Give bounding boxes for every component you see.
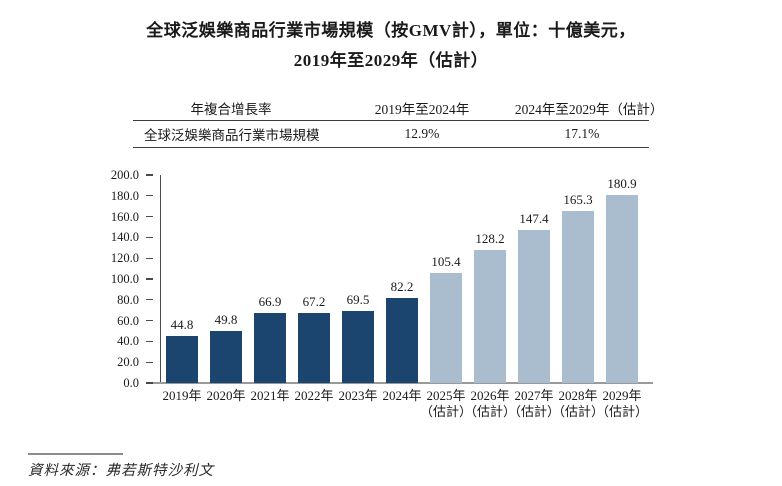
bar-value-label: 66.9	[258, 294, 282, 310]
plot-area: 200.0 180.0 160.0 140.0 120.0 100.0 80.0 60.0 40…	[111, 169, 653, 419]
bar-value-label: 128.2	[475, 230, 505, 246]
title-line-2: 2019年至2029年（估計）	[293, 51, 489, 70]
y-tick-label: 80.0	[117, 292, 139, 307]
x-axis-label: 2026年 （估計）	[461, 388, 519, 420]
bar-value-label: 67.2	[302, 294, 326, 310]
y-tick-label: 0.0	[123, 376, 139, 390]
x-axis-label-year: 2019年	[162, 388, 202, 403]
bar	[430, 273, 462, 383]
x-axis-label: 2021年	[241, 388, 299, 404]
y-tick-label: 40.0	[117, 334, 139, 349]
bar-value-label: 49.8	[214, 312, 238, 328]
bar-value-label: 44.8	[170, 317, 194, 333]
source-note: 資料來源：弗若斯特沙利文	[28, 463, 214, 479]
page-title: 全球泛娛樂商品行業市場規模（按GMV計），單位：十億美元， 2019年至2029…	[0, 16, 782, 76]
x-axis-label-year: 2029年	[602, 388, 642, 403]
bar	[518, 229, 550, 383]
x-axis-label-year: 2025年	[426, 388, 466, 403]
y-tick-label: 20.0	[117, 355, 139, 370]
y-tick	[146, 215, 153, 218]
y-tick	[146, 319, 153, 322]
x-axis-line	[148, 382, 653, 384]
bar	[474, 249, 506, 383]
bar	[254, 313, 286, 383]
x-axis-label-note: （估計）	[551, 404, 604, 419]
bar	[606, 194, 638, 383]
row-value-cagr-2019-2024: 12.9%	[404, 126, 440, 141]
x-axis-label: 2023年	[329, 388, 387, 404]
bar-value-label: 180.9	[607, 175, 637, 191]
x-axis-label-year: 2026年	[470, 388, 510, 403]
bar	[386, 297, 418, 383]
bar	[210, 331, 242, 383]
x-axis-label-year: 2028年	[558, 388, 598, 403]
x-axis-label: 2019年	[153, 388, 211, 404]
x-axis-label-note: （估計）	[463, 404, 516, 419]
y-tick-label: 200.0	[110, 168, 139, 182]
bar	[166, 336, 198, 383]
bar-value-label: 82.2	[390, 278, 414, 294]
y-tick-label: 140.0	[110, 230, 139, 245]
bar	[342, 310, 374, 383]
title-line-1: 全球泛娛樂商品行業市場規模（按GMV計），單位：十億美元，	[146, 21, 636, 40]
table-row: 全球泛娛樂商品行業市場規模 12.9% 17.1%	[133, 121, 649, 148]
bar-value-label: 147.4	[519, 210, 549, 226]
bar	[562, 211, 594, 383]
bar-value-label: 105.4	[431, 254, 461, 270]
y-tick	[146, 299, 153, 301]
header-cell-period-2: 2024年至2029年（估計）	[514, 101, 664, 117]
y-tick	[146, 382, 153, 384]
x-axis-label-year: 2021年	[250, 388, 290, 403]
table-header-row: 年複合增長率 2019年至2024年 2024年至2029年（估計）	[133, 95, 664, 121]
bar	[298, 313, 330, 383]
y-tick	[146, 361, 153, 363]
x-axis-label-year: 2020年	[206, 388, 246, 403]
y-tick	[146, 195, 153, 197]
x-axis-label-year: 2022年	[294, 388, 334, 403]
bar-value-label: 165.3	[563, 192, 593, 208]
cagr-table: 年複合增長率 2019年至2024年 2024年至2029年（估計） 全球泛娛樂…	[133, 95, 664, 148]
x-axis-label-note: （估計）	[507, 404, 560, 419]
source-divider	[28, 453, 123, 455]
x-axis-label: 2024年	[373, 388, 431, 404]
x-axis-label: 2025年 （估計）	[417, 388, 475, 420]
header-cell-metric: 年複合增長率	[190, 101, 272, 117]
row-label: 全球泛娛樂商品行業市場規模	[144, 128, 320, 143]
header-cell-period-1: 2019年至2024年	[374, 101, 470, 117]
y-tick	[146, 257, 153, 259]
x-axis-label-year: 2024年	[382, 388, 422, 403]
y-tick-label: 180.0	[110, 188, 139, 203]
x-axis-label: 2027年 （估計）	[505, 388, 563, 420]
x-axis-label: 2022年	[285, 388, 343, 404]
y-tick-label: 160.0	[110, 209, 139, 224]
x-axis-label: 2028年 （估計）	[549, 388, 607, 420]
x-axis-label-year: 2023年	[338, 388, 378, 403]
y-tick	[146, 236, 153, 239]
x-axis-label: 2020年	[197, 388, 255, 404]
x-axis-label-note: （估計）	[419, 404, 472, 419]
bar-value-label: 69.5	[346, 291, 370, 307]
y-tick	[146, 340, 153, 343]
x-axis-label: 2029年 （估計）	[593, 388, 651, 420]
y-tick-label: 120.0	[110, 251, 139, 266]
row-value-cagr-2024-2029: 17.1%	[564, 126, 600, 141]
y-tick	[146, 278, 153, 280]
y-tick-label: 100.0	[110, 272, 139, 286]
y-tick-label: 60.0	[117, 313, 139, 328]
x-axis-label-note: （估計）	[595, 404, 648, 419]
y-tick	[146, 174, 153, 176]
x-axis-label-year: 2027年	[514, 388, 554, 403]
